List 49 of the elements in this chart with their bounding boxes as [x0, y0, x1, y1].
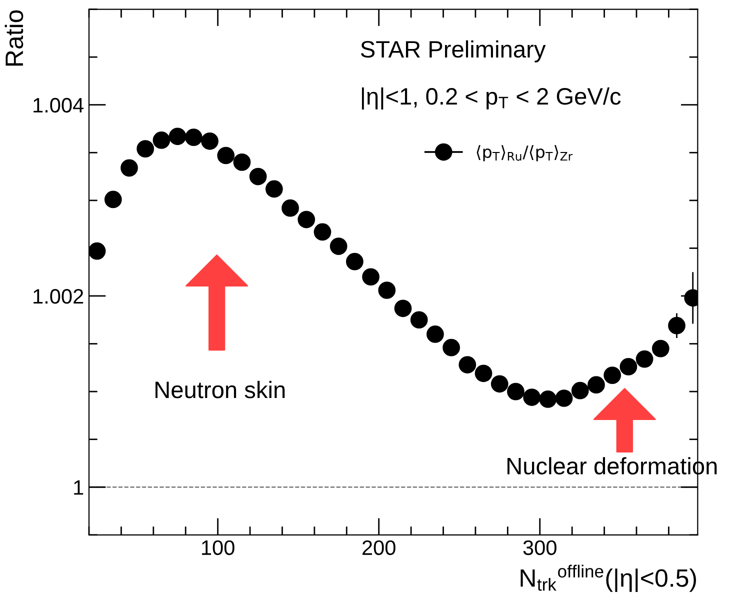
point — [442, 338, 460, 356]
point — [426, 326, 444, 343]
point — [298, 210, 316, 228]
point — [474, 364, 492, 382]
point — [571, 382, 589, 400]
point — [249, 168, 267, 186]
point — [330, 238, 348, 255]
legend-label: ⟨p$_{T}$⟩$_{Ru}$/⟨p$_{T}$⟩$_{Zr}$ — [476, 145, 573, 162]
point — [346, 252, 364, 270]
point — [668, 316, 686, 334]
point — [652, 340, 670, 358]
point — [217, 146, 235, 164]
point — [620, 358, 638, 376]
point — [104, 190, 122, 208]
point — [410, 311, 428, 329]
point — [184, 128, 202, 146]
point — [120, 159, 138, 177]
annotation: Neutron skin — [156, 380, 285, 398]
point — [233, 154, 251, 171]
point — [282, 199, 299, 217]
point — [136, 140, 154, 158]
x-tick-label: 300 — [523, 540, 556, 556]
point — [458, 356, 476, 374]
annotation: |η|<1, 0.2 < p$_{T}$ < 2 GeV/c — [362, 87, 621, 110]
point — [555, 390, 573, 407]
annotation: STAR Preliminary — [360, 40, 546, 62]
point — [539, 390, 557, 408]
point — [523, 388, 540, 406]
y-axis-title: Ratio — [4, 10, 24, 66]
x-tick-label: 100 — [202, 540, 234, 556]
point — [490, 375, 508, 393]
y-tick-label: 1 — [74, 480, 84, 495]
point — [314, 223, 332, 241]
point — [362, 268, 380, 286]
x-tick-label: 200 — [362, 540, 396, 556]
point — [152, 132, 170, 149]
point — [604, 366, 622, 384]
point — [636, 350, 654, 368]
y-tick-label: 1.004 — [34, 98, 84, 113]
point — [265, 180, 283, 198]
point — [378, 282, 396, 299]
point — [507, 382, 524, 400]
point — [588, 376, 605, 394]
point — [168, 128, 186, 146]
point — [88, 242, 106, 260]
point — [201, 132, 218, 150]
x-axis-title: N$_{trk}$$^{offline}$(|η|<0.5) — [520, 564, 696, 592]
y-tick-label: 1.002 — [34, 288, 84, 304]
point — [394, 300, 412, 318]
